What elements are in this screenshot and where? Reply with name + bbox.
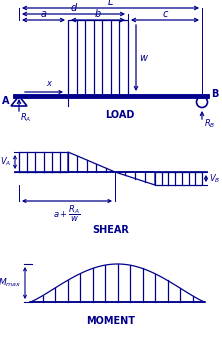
Text: w: w bbox=[139, 53, 147, 63]
Text: B: B bbox=[211, 89, 218, 99]
Text: $M_{max}$: $M_{max}$ bbox=[0, 277, 22, 289]
Text: x: x bbox=[46, 79, 51, 88]
Text: a: a bbox=[40, 9, 46, 19]
Text: L: L bbox=[108, 0, 113, 7]
Text: LOAD: LOAD bbox=[105, 110, 135, 120]
Text: b: b bbox=[95, 9, 101, 19]
Text: $R_A$: $R_A$ bbox=[20, 112, 32, 124]
Text: $a + \dfrac{R_A}{w}$: $a + \dfrac{R_A}{w}$ bbox=[53, 204, 81, 224]
Text: c: c bbox=[162, 9, 168, 19]
Text: $V_B$: $V_B$ bbox=[209, 172, 220, 185]
Text: $R_B$: $R_B$ bbox=[204, 118, 216, 131]
Text: $V_A$: $V_A$ bbox=[0, 156, 11, 168]
Text: MOMENT: MOMENT bbox=[87, 316, 135, 326]
Text: A: A bbox=[2, 96, 9, 106]
Text: SHEAR: SHEAR bbox=[93, 225, 129, 235]
Text: d: d bbox=[70, 3, 77, 13]
